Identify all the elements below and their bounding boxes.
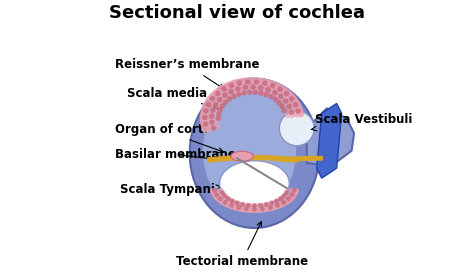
Circle shape [237,206,240,209]
Circle shape [273,98,277,102]
Circle shape [219,197,222,201]
Circle shape [230,204,233,207]
Circle shape [280,105,284,109]
Circle shape [248,90,252,94]
Ellipse shape [202,88,297,213]
Circle shape [224,201,227,204]
Circle shape [213,189,216,192]
Circle shape [237,92,241,96]
Circle shape [244,85,247,89]
Circle shape [273,91,277,94]
Circle shape [237,81,241,85]
Circle shape [251,85,255,89]
Circle shape [269,206,272,209]
Polygon shape [307,108,354,166]
Title: Sectional view of cochlea: Sectional view of cochlea [109,4,365,22]
Circle shape [259,86,263,90]
Circle shape [287,104,291,108]
Circle shape [259,91,263,95]
Ellipse shape [231,151,253,161]
Circle shape [279,197,283,200]
Circle shape [296,109,300,113]
Circle shape [290,97,294,101]
Circle shape [282,201,285,204]
Circle shape [263,81,267,85]
Circle shape [283,194,286,198]
Circle shape [232,94,236,98]
Circle shape [222,87,226,91]
Circle shape [245,207,248,211]
Circle shape [278,87,282,91]
Circle shape [275,199,278,203]
Circle shape [216,116,220,120]
Circle shape [283,99,288,103]
Circle shape [220,104,225,108]
Circle shape [277,101,281,105]
Circle shape [229,89,233,94]
Circle shape [210,114,214,118]
Circle shape [203,122,208,126]
Circle shape [253,204,256,207]
Circle shape [223,194,227,198]
Text: Basilar membrane: Basilar membrane [115,148,236,161]
Circle shape [284,91,289,96]
Circle shape [276,204,279,207]
Ellipse shape [279,111,314,146]
Circle shape [293,103,298,107]
Circle shape [290,110,293,114]
Circle shape [269,95,273,99]
Circle shape [292,189,296,192]
Circle shape [217,112,221,116]
Circle shape [259,204,262,207]
Circle shape [261,207,264,211]
Circle shape [255,80,258,84]
Circle shape [271,84,275,88]
Text: Reissner’s membrane: Reissner’s membrane [115,58,259,89]
Text: Tectorial membrane: Tectorial membrane [176,222,308,268]
Circle shape [206,102,210,106]
Ellipse shape [190,78,319,228]
Circle shape [228,97,231,101]
Circle shape [236,87,240,91]
Circle shape [264,203,268,206]
Circle shape [253,90,257,94]
Circle shape [253,207,256,211]
Circle shape [270,201,273,205]
Text: Scala Vestibuli: Scala Vestibuli [311,113,413,131]
Circle shape [227,197,230,200]
Circle shape [210,120,214,124]
Circle shape [287,197,291,201]
Circle shape [210,97,214,101]
Circle shape [215,193,219,196]
Circle shape [236,201,239,205]
Text: Scala Tympani: Scala Tympani [120,183,221,196]
Polygon shape [317,103,342,178]
Circle shape [218,98,222,102]
Circle shape [246,80,250,84]
Circle shape [242,91,246,95]
Circle shape [291,193,294,196]
Text: Organ of corti: Organ of corti [115,123,223,153]
Circle shape [246,204,250,207]
Circle shape [282,109,286,113]
Circle shape [230,199,234,203]
Circle shape [264,93,268,97]
Circle shape [285,191,288,194]
Circle shape [229,83,233,88]
Ellipse shape [219,161,289,206]
Text: Scala media: Scala media [128,87,218,109]
Circle shape [216,91,219,95]
Circle shape [224,100,228,104]
Circle shape [223,93,227,97]
Circle shape [214,103,218,107]
Circle shape [211,108,215,112]
Circle shape [211,126,216,130]
Circle shape [218,108,222,112]
Circle shape [221,191,224,194]
Circle shape [241,203,245,206]
Circle shape [266,88,270,92]
Circle shape [203,116,207,119]
Circle shape [204,109,208,113]
Circle shape [279,94,283,98]
